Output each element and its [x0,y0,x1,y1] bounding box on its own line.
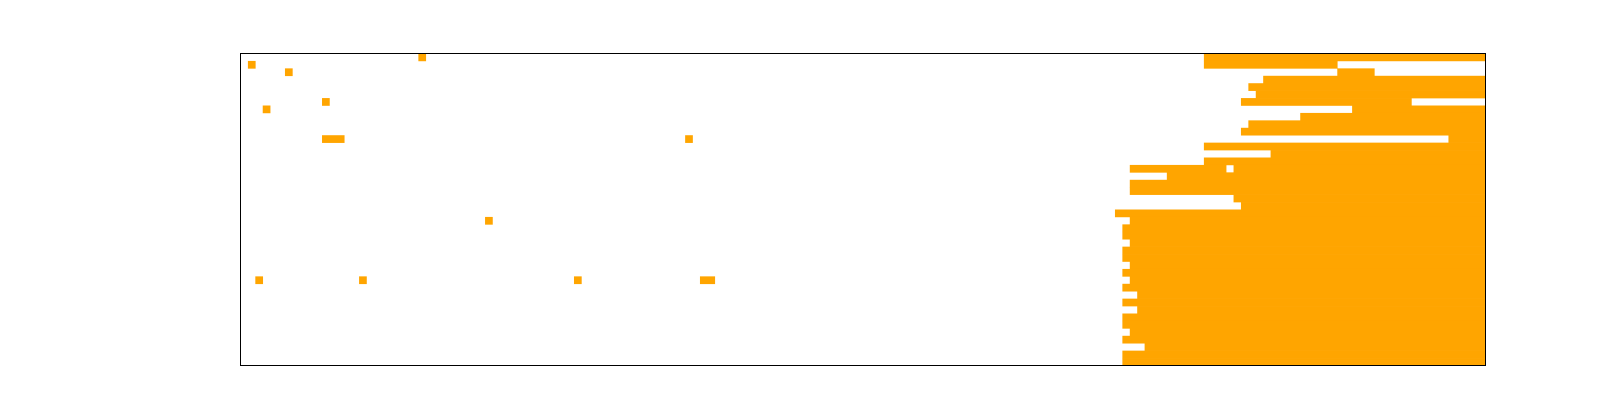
heatmap-cell-run-r0-1 [1203,53,1486,62]
heatmap-cell-run-r30-3 [699,276,716,285]
heatmap-cell-run-r12-0 [1203,142,1486,151]
heatmap-cell-run-r5-0 [1255,90,1486,99]
heatmap-cell-run-r40-0 [1122,350,1486,359]
heatmap-cell-run-r3-0 [1263,75,1486,84]
heatmap-cell-run-r33-0 [1122,298,1486,307]
heatmap-cell-run-r28-0 [1129,261,1486,270]
heatmap-cell-run-r20-0 [1240,202,1486,210]
heatmap-cell-run-r21-0 [1114,209,1486,218]
heatmap-cell-run-r6-1 [1240,98,1412,106]
heatmap-cell-run-r11-1 [685,135,693,143]
heatmap-cell-run-r37-0 [1129,328,1486,337]
heatmap-cell-run-r7-1 [1352,105,1486,114]
heatmap-cell-run-r9-0 [1248,120,1486,129]
heatmap-cell-run-r18-0 [1129,187,1486,195]
heatmap-cell-run-r34-0 [1137,306,1486,314]
heatmap-cell-run-r14-0 [1203,157,1486,166]
heatmap-cell-run-r22-0 [485,216,493,225]
heatmap-cell-run-r17-0 [1129,179,1486,188]
heatmap-cells [247,53,1486,366]
heatmap-cell-run-r32-0 [1137,291,1486,299]
heatmap-cell-run-r26-0 [1122,246,1486,255]
heatmap-cell-run-r2-1 [1337,68,1375,77]
heatmap-cell-run-r30-2 [573,276,582,285]
heatmap-cell-run-r35-0 [1122,313,1486,322]
heatmap-cell-run-r2-0 [284,68,293,77]
heatmap-cell-run-r38-0 [1122,335,1486,344]
heatmap-cell-run-r39-0 [1144,343,1486,351]
heatmap-cell-run-r13-0 [1270,150,1486,158]
heatmap-cell-run-r30-0 [255,276,264,285]
heatmap-cell-run-r41-0 [1122,358,1486,366]
heatmap-cell-run-r11-2 [1448,135,1486,143]
heatmap-cell-run-r7-0 [262,105,271,114]
heatmap-cell-run-r15-1 [1233,164,1486,173]
heatmap-cell-run-r19-0 [1233,194,1486,203]
heatmap-cell-run-r29-0 [1122,268,1486,277]
heatmap-cell-run-r11-0 [322,135,345,143]
heatmap-cell-run-r10-0 [1240,127,1486,136]
heatmap-cell-run-r36-0 [1122,320,1486,329]
heatmap-cell-run-r8-0 [1300,112,1486,121]
heatmap-cell-run-r15-0 [1129,164,1227,173]
heatmap-cell-run-r24-0 [1122,231,1486,240]
heatmap-cell-run-r23-0 [1122,224,1486,233]
heatmap-cell-run-r6-0 [322,98,330,106]
plot-frame [240,53,1486,366]
heatmap-cell-run-r0-0 [418,53,427,62]
heatmap-cell-run-r4-0 [1248,83,1486,91]
heatmap-cell-run-r25-0 [1129,239,1486,247]
heatmap-cell-run-r30-1 [359,276,367,285]
heatmap-cell-run-r16-0 [1166,172,1486,181]
heatmap-cell-run-r27-0 [1122,254,1486,262]
heatmap-cell-run-r1-1 [1203,60,1338,69]
heatmap-cell-run-r30-4 [1129,276,1486,285]
heatmap-cell-run-r22-1 [1129,216,1486,225]
heatmap-cell-run-r31-0 [1122,283,1486,292]
heatmap-cell-run-r1-0 [247,60,256,69]
